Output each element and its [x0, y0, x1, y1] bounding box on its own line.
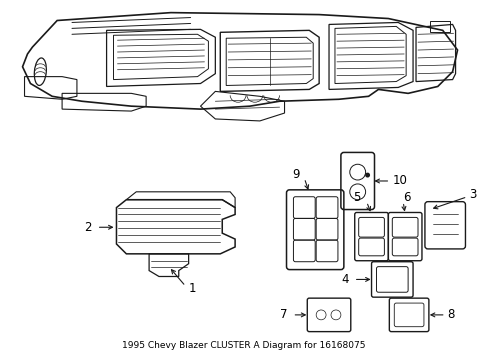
Text: 10: 10 [391, 175, 407, 188]
Text: 6: 6 [402, 191, 410, 204]
Text: 8: 8 [447, 309, 454, 321]
Text: 1: 1 [188, 282, 196, 295]
Text: 2: 2 [84, 221, 92, 234]
Text: 5: 5 [352, 191, 360, 204]
Text: 4: 4 [341, 273, 348, 286]
Bar [429, 21, 449, 32]
Text: 9: 9 [291, 168, 299, 181]
Text: 1995 Chevy Blazer CLUSTER A Diagram for 16168075: 1995 Chevy Blazer CLUSTER A Diagram for … [122, 341, 365, 350]
Text: 7: 7 [280, 309, 287, 321]
Circle shape [365, 172, 369, 177]
Text: 3: 3 [468, 188, 476, 201]
